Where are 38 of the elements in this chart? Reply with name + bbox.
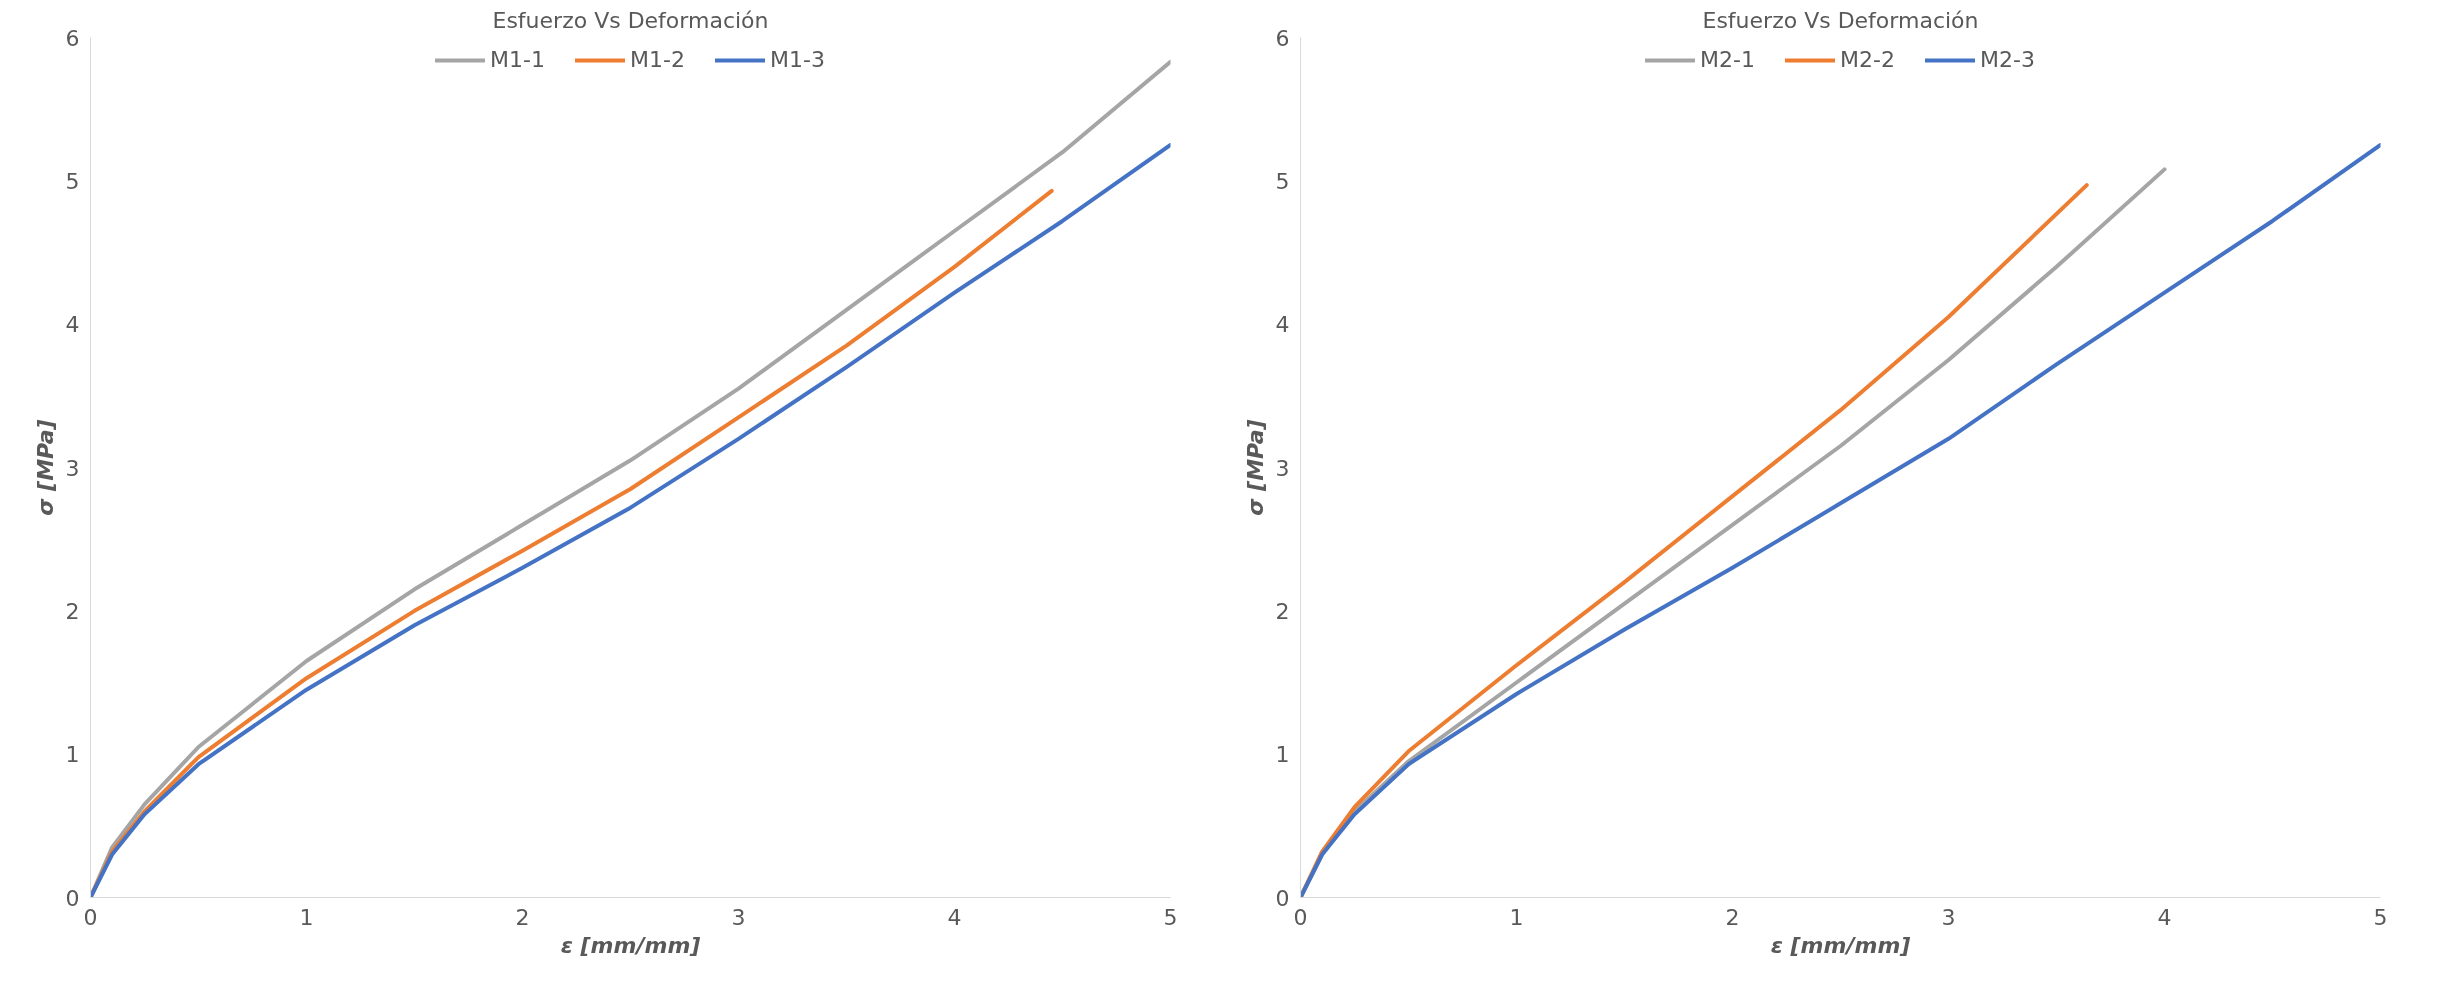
y-tick-label: 1 xyxy=(65,742,80,768)
y-axis-title: σ [MPa] xyxy=(32,419,58,516)
chart-title: Esfuerzo Vs Deformación xyxy=(1702,7,1979,33)
legend-label: M1-1 xyxy=(490,47,546,72)
x-axis-title: ε [mm/mm] xyxy=(560,932,701,958)
x-tick-label: 1 xyxy=(1509,904,1524,930)
y-tick-label: 3 xyxy=(65,455,80,481)
legend-label: M2-3 xyxy=(1979,47,2035,72)
x-tick-label: 4 xyxy=(2157,904,2172,930)
x-axis-title: ε [mm/mm] xyxy=(1770,932,1911,958)
x-tick-label: 2 xyxy=(515,904,530,930)
x-tick-label: 4 xyxy=(947,904,962,930)
y-tick-label: 0 xyxy=(1275,885,1290,911)
x-tick-label: 3 xyxy=(731,904,746,930)
x-tick-label: 5 xyxy=(1163,904,1178,930)
y-tick-label: 2 xyxy=(1275,598,1290,624)
x-tick-label: 2 xyxy=(1725,904,1740,930)
y-tick-label: 6 xyxy=(65,25,80,51)
chart-title: Esfuerzo Vs Deformación xyxy=(492,7,769,33)
legend-label: M1-3 xyxy=(769,47,825,72)
x-tick-label: 5 xyxy=(2373,904,2388,930)
legend-label: M2-2 xyxy=(1840,47,1895,72)
y-tick-label: 5 xyxy=(1275,168,1290,194)
y-tick-label: 3 xyxy=(1275,455,1290,481)
y-tick-label: 4 xyxy=(1275,312,1290,338)
x-tick-label: 0 xyxy=(83,904,98,930)
legend-label: M1-2 xyxy=(630,47,685,72)
x-tick-label: 1 xyxy=(299,904,314,930)
legend-label: M2-1 xyxy=(1700,47,1756,72)
y-tick-label: 0 xyxy=(65,885,80,911)
x-tick-label: 3 xyxy=(1941,904,1956,930)
y-tick-label: 4 xyxy=(65,312,80,338)
y-axis-title: σ [MPa] xyxy=(1242,419,1268,516)
y-tick-label: 6 xyxy=(1275,25,1290,51)
y-tick-label: 1 xyxy=(1275,742,1290,768)
y-tick-label: 5 xyxy=(65,168,80,194)
x-tick-label: 0 xyxy=(1293,904,1308,930)
y-tick-label: 2 xyxy=(65,598,80,624)
